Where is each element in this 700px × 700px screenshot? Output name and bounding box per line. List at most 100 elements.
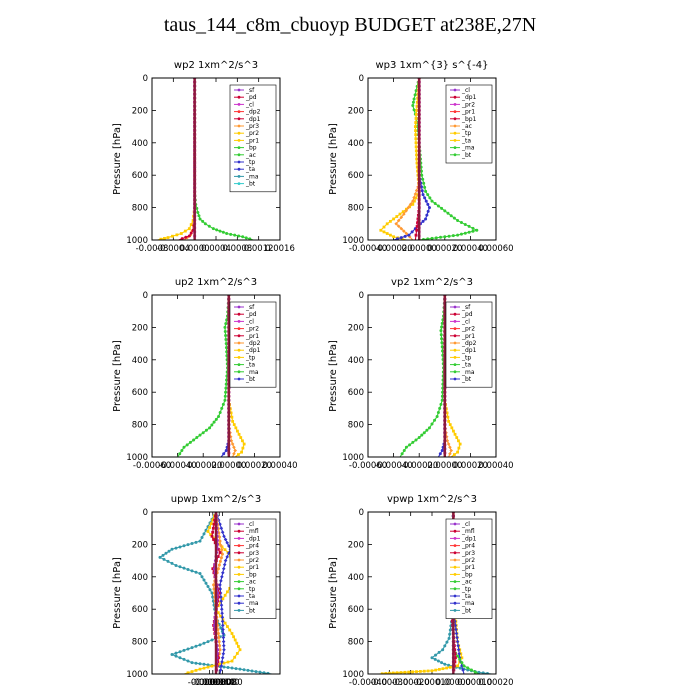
legend-marker [453, 356, 457, 359]
legend-marker [237, 544, 241, 547]
series-marker-bp [473, 670, 477, 674]
legend-marker [453, 131, 457, 135]
series-marker-bp1 [475, 228, 479, 232]
y-axis-label: Pressure [hPa] [112, 123, 123, 195]
series-marker-bp [211, 227, 215, 231]
series-marker-bp [460, 661, 464, 665]
plot-frame [367, 511, 497, 675]
legend-label: _ta [245, 593, 255, 600]
legend-marker [453, 580, 457, 583]
series-marker-tp [219, 595, 223, 599]
series-marker-tp [221, 570, 225, 575]
series-marker-ma [194, 570, 198, 574]
series-marker-pr2 [232, 445, 236, 450]
series-marker-dp1 [217, 547, 220, 551]
series-marker-tp [454, 627, 458, 632]
legend-marker [237, 175, 241, 178]
x-tick-label: -0.00030 [370, 678, 408, 688]
series-marker-dp1 [224, 382, 228, 386]
series-marker-pr1 [418, 670, 422, 673]
series-marker-pr1 [445, 411, 449, 415]
series-marker-tp [221, 651, 226, 656]
legend-marker [237, 320, 241, 323]
series-marker-pr1 [219, 614, 222, 618]
series-marker-pr1 [240, 450, 243, 454]
series-marker-bp1 [426, 237, 430, 240]
series-marker-dp1 [433, 418, 437, 422]
series-marker-ma [198, 539, 202, 543]
series-marker-bp [462, 664, 466, 668]
plot-frame [367, 294, 497, 458]
x-tick-label: 0.0000 [180, 244, 210, 254]
series-marker-dp1 [422, 431, 426, 435]
series-marker-ma [182, 566, 186, 570]
series-marker-pr1 [384, 672, 388, 674]
series-marker-pr1 [448, 423, 452, 426]
series-marker-pr2 [446, 442, 451, 446]
legend-marker [453, 305, 457, 309]
series-marker-ma [182, 544, 186, 548]
legend-marker [453, 363, 457, 366]
series-marker-dp1 [210, 534, 214, 538]
legend-label: _dp1 [461, 535, 477, 542]
series-marker-pr1 [415, 153, 418, 157]
series-marker-tp [223, 558, 228, 563]
legend-marker [453, 522, 457, 526]
series-marker-pr1 [190, 670, 194, 673]
series-marker-dp1 [211, 530, 215, 534]
legend-label: _pd [461, 311, 473, 318]
legend-marker [237, 103, 241, 106]
series-marker-pr2 [216, 567, 220, 571]
series-marker-pr2 [445, 439, 450, 443]
legend-label: _sf [245, 304, 255, 311]
series-marker-pr1 [414, 117, 418, 120]
series-marker-bp [207, 224, 211, 228]
legend-label: _pr2 [245, 557, 259, 564]
y-tick-label: 1000 [126, 453, 148, 463]
legend-marker [237, 182, 241, 186]
series-marker-dp1 [217, 591, 221, 595]
series-marker-dp1 [201, 431, 205, 435]
legend-label: _dp2 [461, 340, 477, 347]
legend-marker [237, 146, 241, 150]
series-marker-ma [211, 595, 215, 599]
series-marker-pr2 [212, 583, 216, 587]
series-marker-pr1 [415, 100, 419, 104]
legend-label: _sf [461, 304, 471, 311]
legend-label: _pr1 [245, 333, 259, 340]
series-marker-pr1 [237, 453, 240, 456]
series-marker-pr1 [189, 223, 193, 227]
series-marker-pr1 [198, 667, 202, 671]
legend-marker [453, 537, 457, 540]
series-marker-tp [427, 206, 431, 210]
series-marker-dp1 [439, 333, 443, 337]
legend-label: _ta [245, 166, 255, 173]
legend-label: _pd [245, 311, 257, 318]
series-marker-tp [220, 575, 224, 579]
series-marker-pr2 [408, 202, 413, 207]
series-marker-pr1 [415, 670, 418, 674]
x-tick-label: 0.00020 [478, 678, 513, 688]
series-marker-pr1 [453, 453, 456, 456]
legend-marker [237, 594, 241, 598]
legend-marker [453, 327, 457, 330]
series-marker-dp1 [195, 436, 199, 440]
series-marker-pr2 [216, 632, 220, 635]
series-marker-dp1 [425, 428, 429, 432]
series-marker-ma [258, 670, 262, 674]
series-marker-dp1 [223, 394, 227, 398]
series-marker-bp1 [471, 229, 475, 233]
x-tick-label: 0.00020 [453, 461, 488, 471]
legend-marker [453, 348, 457, 352]
series-marker-tp [225, 540, 229, 545]
series-marker-pr1 [452, 429, 455, 433]
series-marker-pr1 [444, 407, 448, 411]
series-marker-bp1 [420, 173, 424, 177]
series-marker-ma [219, 626, 223, 630]
series-marker-pr1 [392, 235, 395, 239]
series-marker-ma [222, 665, 226, 669]
series-marker-pr2 [407, 234, 412, 239]
series-marker-pr1 [426, 669, 430, 673]
series-marker-ma [246, 668, 250, 672]
series-marker-pr1 [186, 671, 190, 674]
